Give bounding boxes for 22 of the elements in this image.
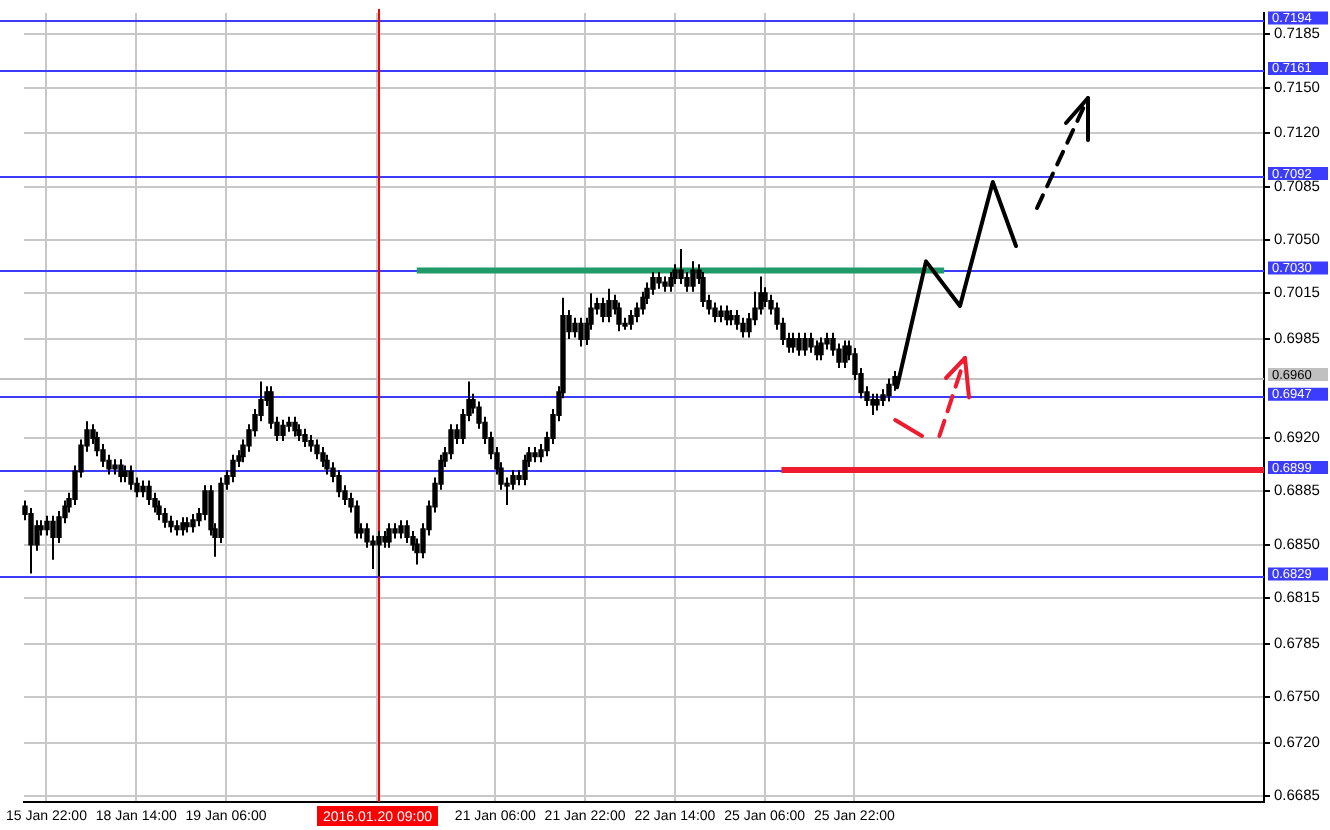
candlestick: [818, 336, 824, 362]
candlestick: [376, 529, 382, 578]
candlestick: [522, 453, 528, 487]
candlestick: [650, 270, 656, 296]
candlestick: [230, 453, 236, 484]
candlestick: [44, 514, 50, 537]
candlestick: [886, 377, 892, 403]
candlestick: [280, 418, 286, 443]
candlestick: [640, 290, 646, 316]
candlestick: [448, 423, 454, 461]
candlestick: [672, 263, 678, 286]
candlestick: [628, 309, 634, 331]
candlestick: [690, 260, 696, 293]
candlestick: [202, 484, 208, 522]
candlestick: [606, 287, 612, 324]
candlestick: [668, 270, 674, 293]
candlestick: [842, 339, 848, 369]
candlestick: [790, 331, 796, 354]
candlestick: [190, 513, 196, 534]
candlestick: [802, 331, 808, 357]
candlestick: [398, 519, 404, 540]
candlestick: [572, 316, 578, 339]
